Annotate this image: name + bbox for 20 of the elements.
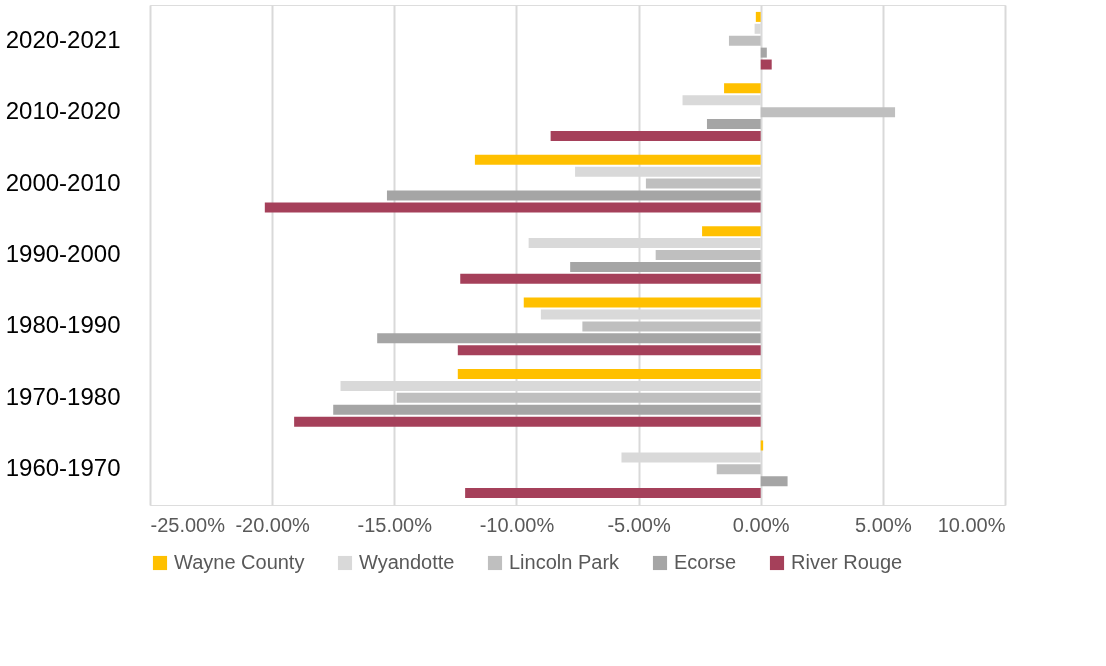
legend-label: Lincoln Park	[509, 551, 621, 573]
legend-label: Ecorse	[674, 551, 737, 573]
y-tick-label: 2000-2010	[5, 168, 121, 196]
x-tick-label: 5.00%	[855, 513, 912, 536]
y-tick-label: 1960-1970	[5, 454, 121, 482]
legend-label: Wyandotte	[359, 551, 455, 573]
x-tick-label: 10.00%	[937, 513, 1006, 536]
y-tick-label: 1970-1980	[5, 382, 121, 410]
y-tick-label: 2010-2020	[5, 97, 121, 125]
legend-label: Wayne County	[174, 551, 305, 573]
y-tick-label: 1980-1990	[5, 311, 121, 339]
x-tick-label: -15.00%	[357, 513, 433, 536]
x-tick-label: -5.00%	[607, 513, 671, 536]
y-tick-label: 1990-2000	[5, 240, 121, 267]
x-tick-label: 0.00%	[732, 513, 790, 536]
x-tick-label: -20.00%	[235, 513, 311, 536]
x-tick-label: -25.00%	[150, 513, 226, 536]
x-tick-label: -10.00%	[479, 513, 555, 536]
y-tick-label: 2020-2021	[5, 25, 121, 53]
legend-label: River Rouge	[791, 551, 903, 573]
